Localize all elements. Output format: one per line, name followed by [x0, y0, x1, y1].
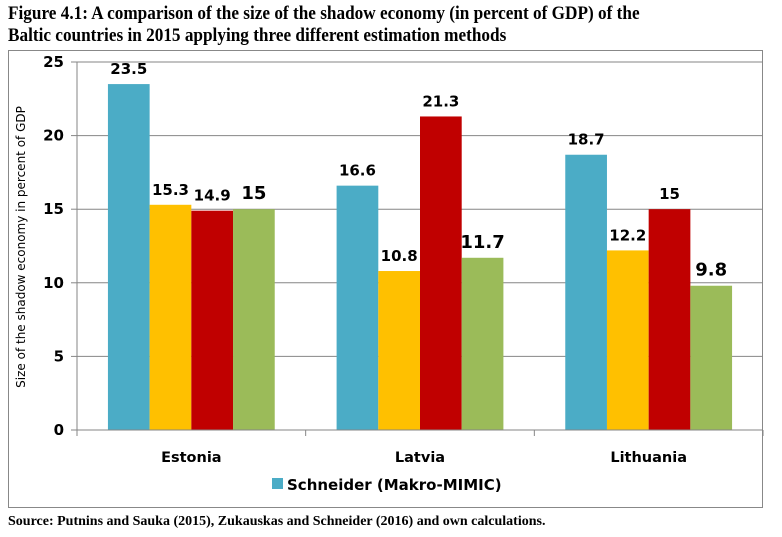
figure-title: Figure 4.1: A comparison of the size of …	[8, 3, 724, 47]
legend-swatch	[272, 478, 283, 489]
data-label: 16.6	[339, 162, 376, 180]
data-label: 18.7	[568, 131, 605, 149]
data-label: 15	[241, 183, 266, 204]
data-label: 15.3	[152, 181, 189, 199]
figure-title-line2: Baltic countries in 2015 applying three …	[8, 26, 507, 46]
data-label: 11.7	[460, 232, 504, 253]
bar	[420, 116, 462, 431]
x-category-label: Latvia	[395, 450, 445, 466]
bar	[606, 250, 649, 430]
bar	[690, 285, 733, 430]
data-label: 14.9	[194, 187, 231, 205]
figure-title-line1: Figure 4.1: A comparison of the size of …	[8, 4, 640, 24]
y-tick-label: 5	[54, 347, 64, 365]
bar	[107, 84, 150, 430]
bar	[648, 209, 691, 430]
y-tick-label: 10	[43, 274, 64, 292]
legend: Schneider (Makro-MIMIC)	[272, 476, 502, 494]
bars	[107, 84, 733, 431]
y-tick-label: 0	[54, 421, 64, 439]
axes: 0 5 10 15 20 25 Estonia Latvia Lithuania	[43, 53, 764, 466]
legend-label: Schneider (Makro-MIMIC)	[287, 476, 502, 494]
data-label: 15	[659, 185, 680, 203]
bar	[461, 257, 504, 430]
x-category-label: Estonia	[161, 450, 222, 466]
data-label: 23.5	[110, 60, 147, 78]
bar	[378, 271, 420, 430]
data-label: 9.8	[695, 260, 727, 281]
data-labels: 23.5 15.3 14.9 15 16.6 10.8 21.3 11.7 18.7 12.2 15…	[110, 60, 727, 281]
y-tick-label: 15	[43, 200, 64, 218]
data-label: 10.8	[381, 247, 418, 265]
y-axis-label: Size of the shadow economy in percent of…	[14, 106, 28, 388]
x-category-label: Lithuania	[610, 450, 687, 466]
data-label: 21.3	[422, 92, 459, 110]
y-tick-label: 20	[43, 127, 64, 145]
figure-source: Source: Putnins and Sauka (2015), Zukaus…	[8, 514, 546, 529]
data-label: 12.2	[609, 226, 646, 244]
chart-frame	[8, 50, 763, 508]
bar	[149, 204, 192, 430]
bar	[336, 185, 379, 430]
bar	[233, 209, 275, 430]
bar	[191, 210, 234, 430]
bar	[565, 154, 607, 430]
y-tick-label: 25	[43, 53, 64, 71]
